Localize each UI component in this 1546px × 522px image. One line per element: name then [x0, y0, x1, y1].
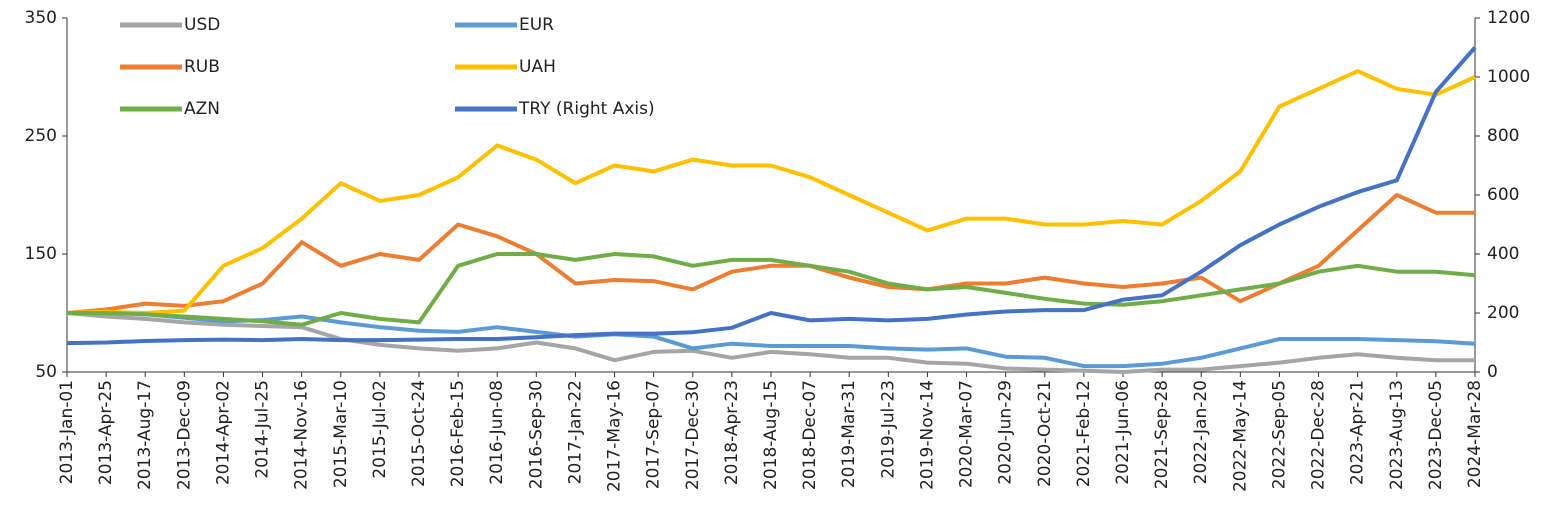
x-tick-label: 2022-May-14 [1230, 380, 1250, 492]
legend-label: AZN [184, 99, 220, 119]
y2-tick-label: 1000 [1487, 67, 1530, 87]
x-tick-label: 2018-Dec-07 [800, 380, 820, 490]
x-tick-label: 2020-Jun-29 [996, 380, 1016, 485]
y2-tick-label: 800 [1487, 126, 1519, 146]
x-tick-label: 2021-Feb-12 [1074, 380, 1094, 487]
x-tick-label: 2014-Nov-16 [292, 380, 312, 490]
series-line [67, 252, 1476, 327]
series-line [66, 311, 1475, 374]
x-tick-label: 2015-Oct-24 [409, 380, 429, 487]
y2-tick-label: 600 [1487, 185, 1519, 205]
x-tick-label: 2023-Apr-21 [1348, 380, 1368, 485]
y2-tick-label: 1200 [1487, 8, 1530, 28]
x-tick-label: 2013-Aug-17 [135, 380, 155, 490]
x-tick-label: 2019-Mar-31 [839, 380, 859, 488]
x-tick-label: 2021-Sep-28 [1152, 380, 1172, 489]
legend-label: TRY (Right Axis) [518, 99, 655, 119]
x-tick-label: 2016-Sep-30 [526, 380, 546, 489]
x-tick-label: 2017-May-16 [605, 380, 625, 492]
x-tick-label: 2019-Jul-23 [878, 380, 898, 479]
x-tick-label: 2023-Aug-13 [1387, 380, 1407, 490]
legend-label: UAH [519, 57, 556, 77]
x-tick-label: 2022-Jan-20 [1191, 380, 1211, 484]
x-tick-label: 2024-Mar-28 [1465, 380, 1485, 488]
series-line [67, 311, 1476, 369]
x-tick-label: 2022-Sep-05 [1269, 380, 1289, 489]
x-tick-label: 2015-Jul-02 [370, 380, 390, 479]
series-line [66, 46, 1477, 346]
series-line [66, 193, 1475, 315]
x-tick-label: 2017-Sep-07 [644, 380, 664, 489]
x-tick-label: 2019-Nov-14 [917, 380, 937, 490]
x-tick-label: 2017-Jan-22 [565, 380, 585, 484]
x-tick-label: 2018-Aug-15 [761, 380, 781, 490]
x-tick-label: 2020-Oct-21 [1035, 380, 1055, 487]
y2-tick-label: 0 [1487, 362, 1498, 382]
legend-label: USD [184, 15, 220, 35]
y-tick-label: 150 [25, 244, 57, 264]
series-line [66, 69, 1476, 315]
y-tick-label: 350 [25, 8, 57, 28]
x-tick-label: 2016-Jun-08 [487, 380, 507, 485]
legend-label: RUB [184, 57, 220, 77]
x-tick-label: 2023-Dec-05 [1426, 380, 1446, 490]
x-tick-label: 2013-Apr-25 [96, 380, 116, 485]
y2-tick-label: 200 [1487, 303, 1519, 323]
y-tick-label: 250 [25, 126, 57, 146]
x-tick-label: 2018-Apr-23 [722, 380, 742, 485]
x-tick-label: 2013-Jan-01 [57, 380, 77, 484]
legend-label: EUR [519, 15, 554, 35]
x-tick-label: 2015-Mar-10 [331, 380, 351, 488]
y-tick-label: 50 [35, 362, 57, 382]
x-tick-label: 2014-Jul-25 [253, 380, 273, 479]
x-tick-label: 2014-Apr-02 [213, 380, 233, 485]
x-tick-label: 2022-Dec-28 [1309, 380, 1329, 490]
x-tick-label: 2020-Mar-07 [957, 380, 977, 488]
x-tick-label: 2021-Jun-06 [1113, 380, 1133, 485]
x-tick-label: 2016-Feb-15 [448, 380, 468, 487]
x-tick-label: 2013-Dec-09 [174, 380, 194, 490]
x-tick-label: 2017-Dec-30 [683, 380, 703, 490]
y2-tick-label: 400 [1487, 244, 1519, 264]
